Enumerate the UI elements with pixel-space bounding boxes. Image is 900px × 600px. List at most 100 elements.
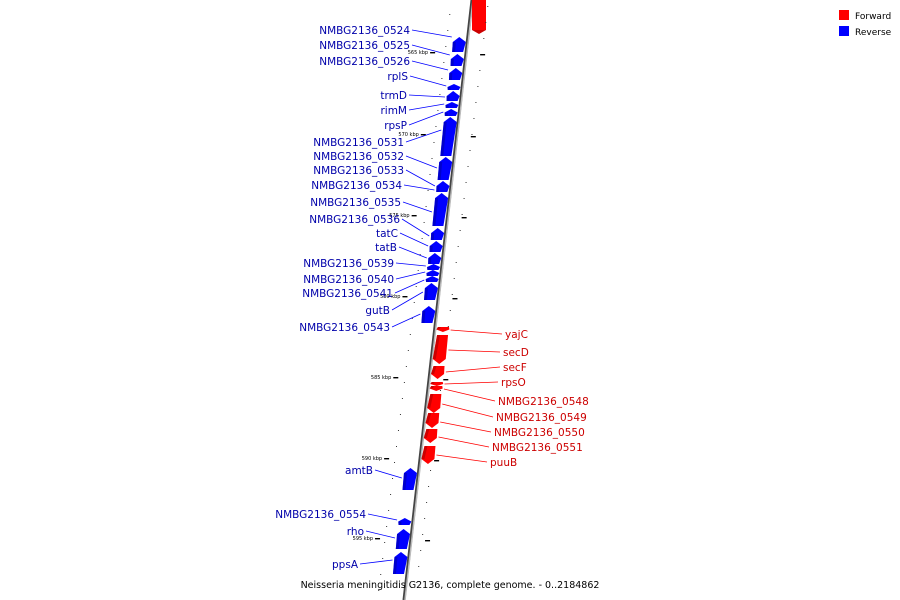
kbp-label: 570 kbp (398, 132, 418, 138)
kbp-tick-right (443, 379, 449, 381)
reverse-gene-label[interactable]: trmD (380, 90, 407, 102)
leader-line-reverse (408, 111, 444, 126)
forward-gene-label[interactable]: rpsO (501, 377, 526, 389)
reverse-gene-shape[interactable] (436, 181, 450, 192)
forward-gene-label[interactable]: NMBG2136_0551 (492, 442, 583, 454)
tick-dot-left (384, 542, 386, 543)
reverse-gene-shape[interactable] (425, 276, 439, 282)
tick-dot-left (445, 46, 447, 47)
tick-dot-left (409, 334, 411, 335)
reverse-gene-label[interactable]: NMBG2136_0533 (313, 165, 404, 177)
reverse-gene-shape[interactable] (402, 468, 417, 490)
kbp-tick-left (384, 458, 390, 460)
reverse-gene-shape[interactable] (432, 193, 449, 226)
reverse-gene-shape[interactable] (444, 109, 458, 116)
tick-dot-left (399, 414, 401, 415)
reverse-gene-label[interactable]: tatB (375, 242, 397, 254)
tick-dot-left (390, 494, 392, 495)
reverse-gene-label[interactable]: NMBG2136_0541 (302, 288, 393, 300)
reverse-gene-label[interactable]: NMBG2136_0554 (275, 509, 366, 521)
forward-gene-label[interactable]: yajC (505, 329, 528, 341)
reverse-gene-shape[interactable] (447, 84, 461, 90)
tick-dot-left (386, 526, 388, 527)
reverse-gene-label[interactable]: ppsA (332, 559, 359, 571)
reverse-gene-shape[interactable] (445, 102, 459, 108)
reverse-gene-shape[interactable] (392, 552, 408, 574)
reverse-gene-shape[interactable] (395, 529, 411, 549)
tick-dot-right (483, 38, 485, 39)
leader-line-forward (450, 329, 503, 335)
tick-dot-left (435, 126, 437, 127)
forward-gene-shape[interactable] (425, 413, 440, 428)
reverse-gene-shape[interactable] (440, 117, 457, 156)
forward-gene-label[interactable]: NMBG2136_0548 (498, 396, 589, 408)
forward-gene-label[interactable]: secF (503, 362, 527, 374)
reverse-gene-label[interactable]: NMBG2136_0526 (319, 56, 410, 68)
forward-gene-shape[interactable] (427, 394, 442, 413)
forward-gene-label[interactable]: NMBG2136_0549 (496, 412, 587, 424)
reverse-gene-label[interactable]: NMBG2136_0540 (303, 274, 394, 286)
gene-labels: NMBG2136_0524 NMBG2136_0525 NMBG2136_0526r… (275, 25, 589, 571)
kbp-tick-left (420, 134, 426, 136)
forward-gene-label[interactable]: secD (503, 347, 529, 359)
reverse-gene-shape[interactable] (452, 37, 466, 52)
leader-line-forward (443, 388, 496, 402)
legend-item-reverse: Reverse (839, 26, 892, 38)
forward-gene-shape[interactable] (430, 382, 444, 386)
reverse-gene-label[interactable]: NMBG2136_0531 (313, 137, 404, 149)
reverse-gene-shape[interactable] (448, 68, 463, 80)
forward-gene-top-partial[interactable] (472, 0, 486, 34)
forward-gene-shape[interactable] (429, 386, 443, 391)
reverse-gene-label[interactable]: gutB (365, 305, 390, 317)
reverse-gene-shape[interactable] (426, 270, 440, 276)
reverse-gene-label[interactable]: NMBG2136_0539 (303, 258, 394, 270)
reverse-gene-shape[interactable] (424, 283, 438, 300)
forward-gene-shape[interactable] (423, 429, 438, 443)
reverse-gene-label[interactable]: rplS (387, 71, 408, 83)
reverse-gene-shape[interactable] (428, 253, 442, 264)
reverse-gene-shape[interactable] (427, 264, 441, 270)
reverse-gene-label[interactable]: NMBG2136_0525 (319, 40, 410, 52)
reverse-gene-shape[interactable] (398, 518, 412, 525)
tick-dot-left (394, 462, 396, 463)
tick-dot-left (431, 158, 433, 159)
forward-gene-shape[interactable] (421, 446, 436, 464)
reverse-gene-shape[interactable] (430, 228, 445, 240)
kbp-label: 575 kbp (389, 213, 409, 219)
leader-line-reverse (401, 218, 430, 237)
reverse-gene-label[interactable]: NMBG2136_0534 (311, 180, 402, 192)
reverse-gene-label[interactable]: amtB (345, 465, 373, 477)
tick-dot-right (447, 326, 449, 327)
reverse-gene-label[interactable]: tatC (376, 228, 398, 240)
reverse-gene-shape[interactable] (446, 91, 460, 101)
kbp-tick-left (411, 215, 417, 217)
tick-dot-left (405, 366, 407, 367)
kbp-tick-left (402, 296, 408, 298)
reverse-gene-label[interactable]: rimM (380, 105, 407, 117)
reverse-gene-shape[interactable] (421, 306, 436, 323)
reverse-gene-label[interactable]: rho (347, 526, 364, 538)
leader-line-reverse (365, 530, 396, 539)
leader-line-reverse (359, 559, 393, 565)
reverse-gene-label[interactable]: NMBG2136_0524 (319, 25, 410, 37)
tick-dot-left (429, 174, 431, 175)
genome-backbone (402, 0, 474, 600)
forward-gene-shape[interactable] (436, 327, 450, 332)
tick-dot-right (467, 166, 469, 167)
forward-gene-label[interactable]: NMBG2136_0550 (494, 427, 585, 439)
tick-dot-right (418, 566, 420, 567)
reverse-gene-label[interactable]: NMBG2136_0535 (310, 197, 401, 209)
reverse-gene-shape[interactable] (450, 54, 464, 66)
leader-line-forward (442, 403, 494, 418)
reverse-gene-label[interactable]: rpsP (384, 120, 407, 132)
reverse-gene-label[interactable]: NMBG2136_0536 (309, 214, 400, 226)
reverse-gene-shape[interactable] (429, 241, 443, 252)
forward-gene-shape[interactable] (431, 366, 445, 379)
reverse-gene-shape[interactable] (437, 157, 453, 180)
tick-dot-left (380, 574, 382, 575)
tick-dot-left (449, 14, 451, 15)
reverse-gene-label[interactable]: NMBG2136_0543 (299, 322, 390, 334)
forward-gene-shape[interactable] (432, 335, 449, 364)
reverse-gene-label[interactable]: NMBG2136_0532 (313, 151, 404, 163)
forward-gene-label[interactable]: puuB (490, 457, 517, 469)
